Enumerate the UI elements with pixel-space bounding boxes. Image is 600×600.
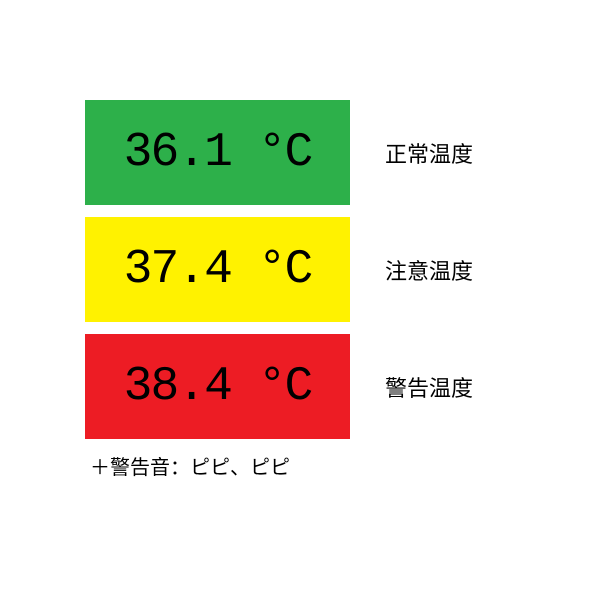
display-warning: 38.4 °C [85,334,350,439]
temp-value-warning: 38.4 °C [124,360,312,414]
label-caution: 注意温度 [385,254,473,286]
footer-alarm-text: ＋警告音：ピピ、ピピ [90,451,473,480]
status-row-caution: 37.4 °C 注意温度 [85,217,473,322]
temp-unit: °C [258,126,312,180]
temp-value-normal: 36.1 °C [124,126,312,180]
status-row-normal: 36.1 °C 正常温度 [85,100,473,205]
temp-unit: °C [258,243,312,297]
label-normal: 正常温度 [385,137,473,169]
temperature-status-panel: 36.1 °C 正常温度 37.4 °C 注意温度 38.4 °C 警告温度 ＋… [85,100,473,480]
temp-value-caution: 37.4 °C [124,243,312,297]
label-warning: 警告温度 [385,371,473,403]
temp-number: 37.4 [124,243,231,297]
display-normal: 36.1 °C [85,100,350,205]
temp-number: 38.4 [124,360,231,414]
temp-number: 36.1 [124,126,231,180]
status-row-warning: 38.4 °C 警告温度 [85,334,473,439]
display-caution: 37.4 °C [85,217,350,322]
temp-unit: °C [258,360,312,414]
